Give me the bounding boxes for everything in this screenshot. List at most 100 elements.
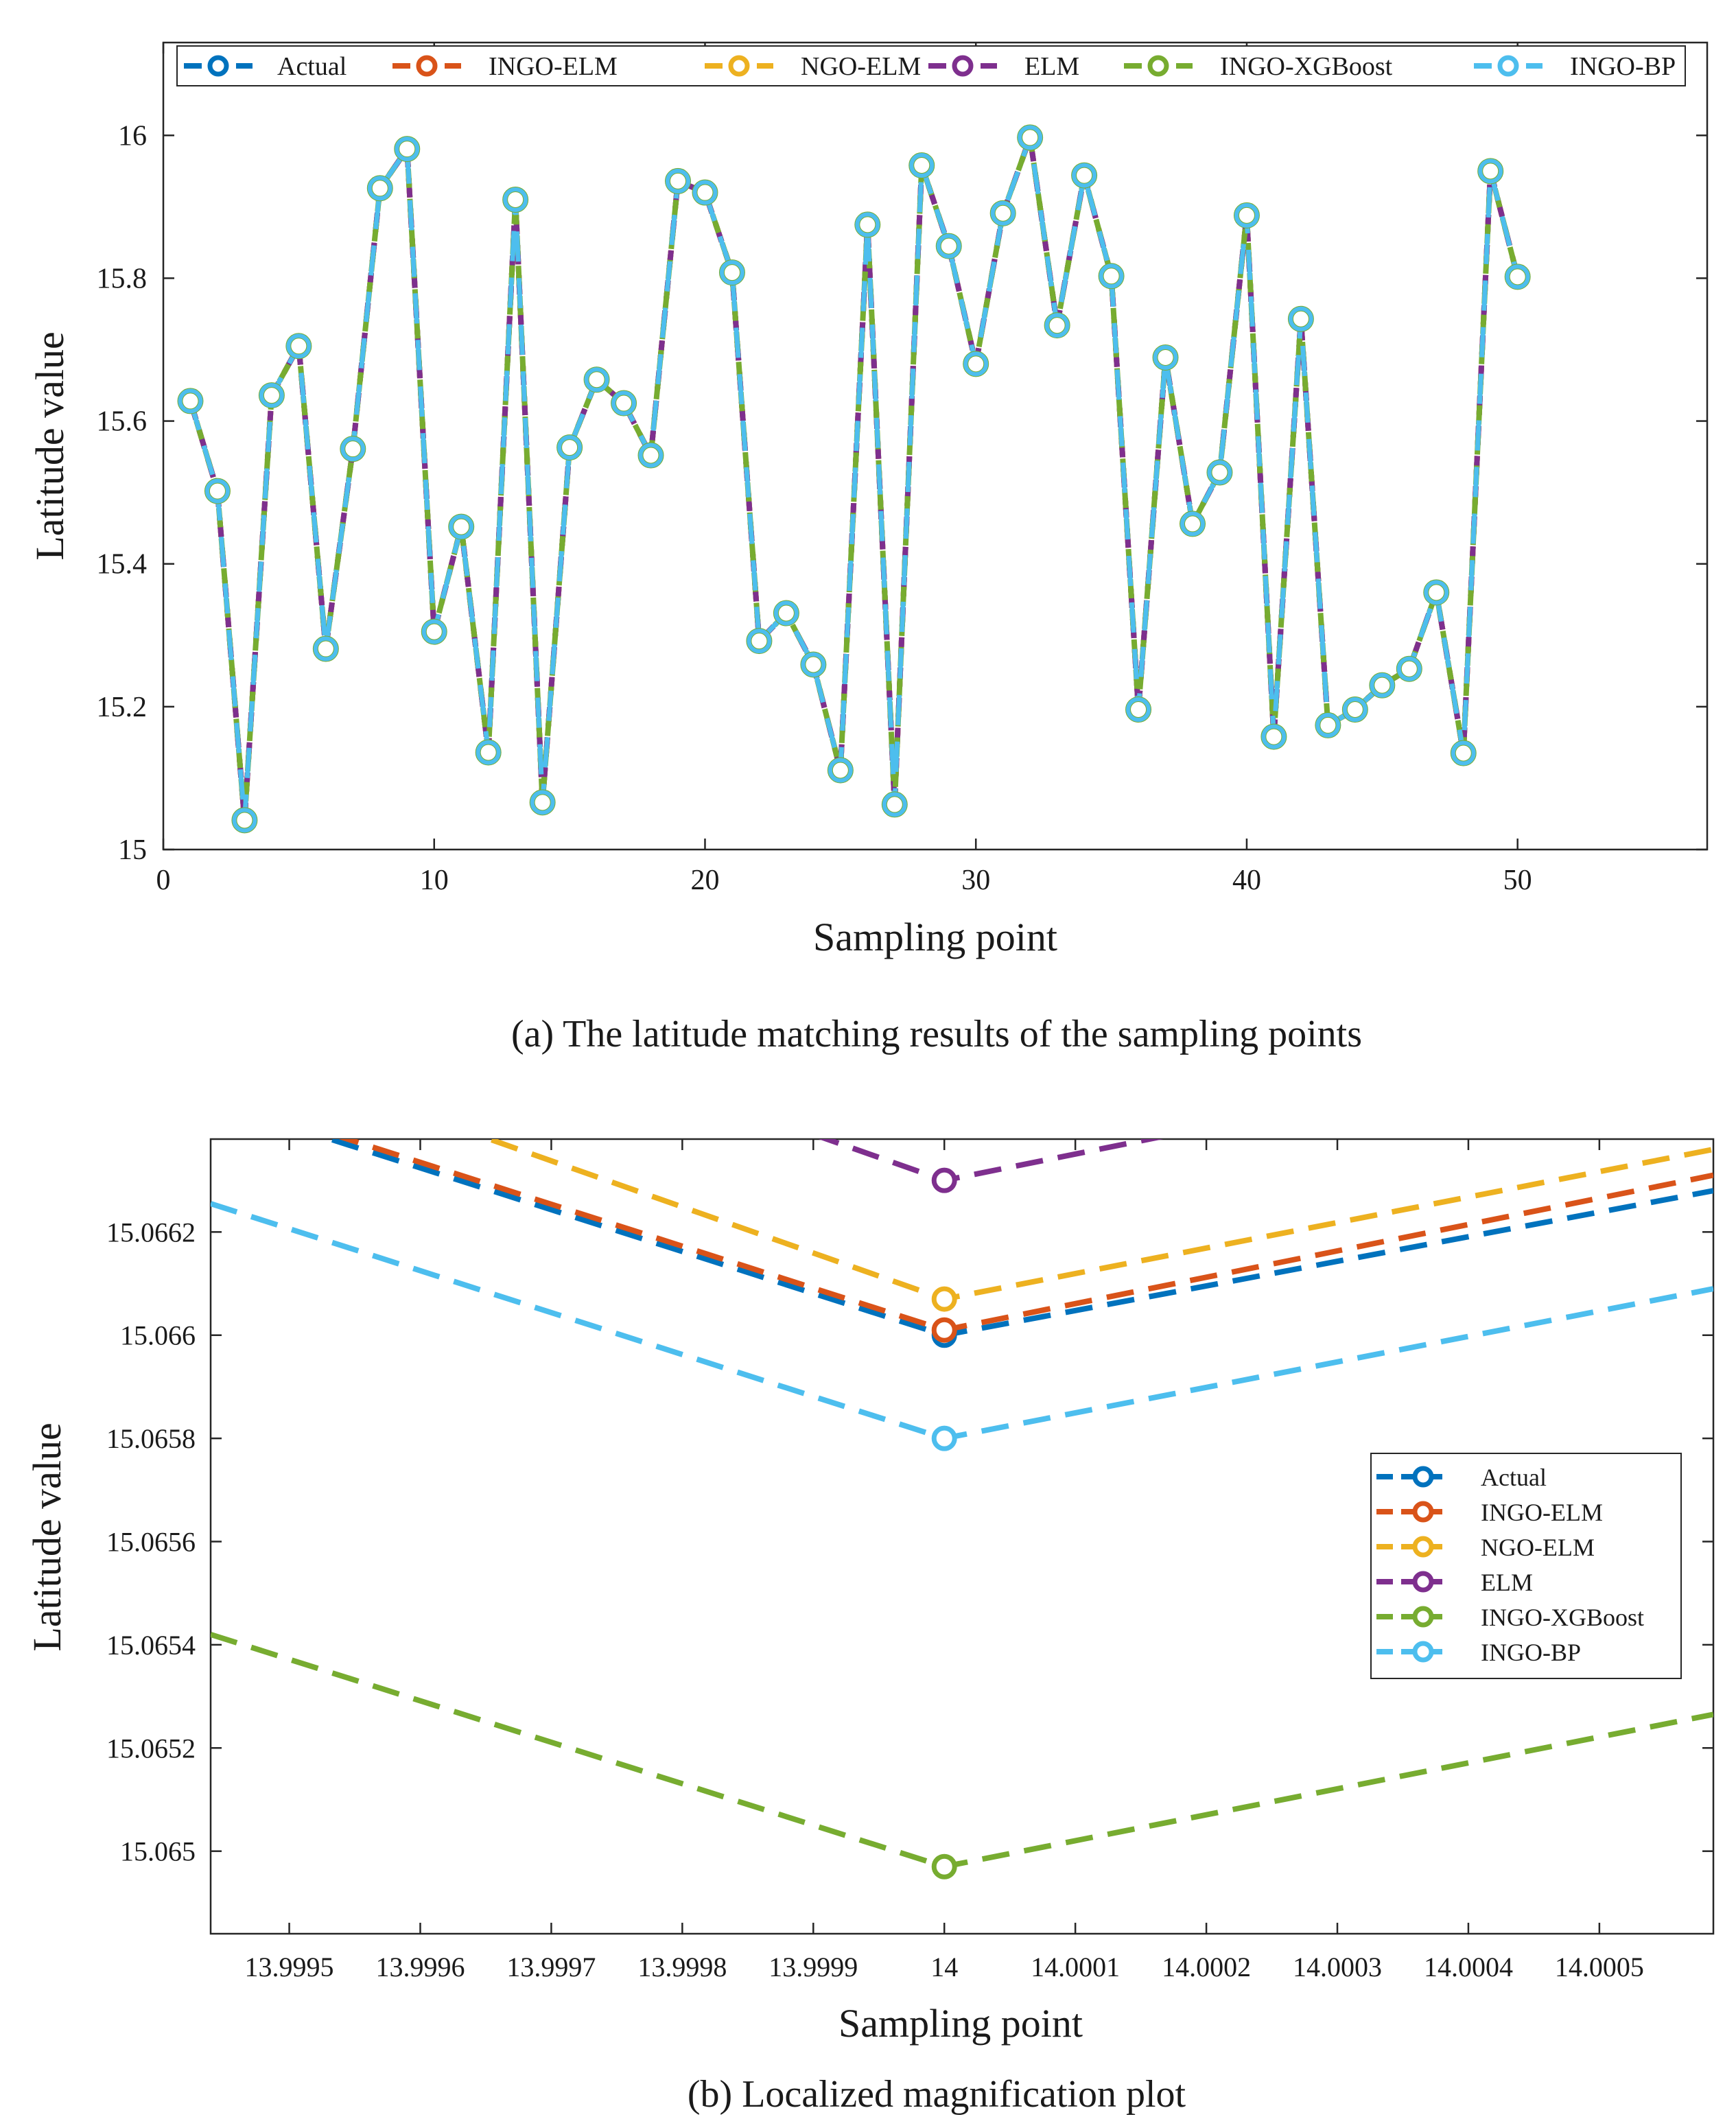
panel-b-legend-label-elm: ELM [1481, 1569, 1533, 1596]
panel-a-y-axis-label: Latitude value [27, 331, 72, 560]
panel-b-x-tick-label: 13.9995 [245, 1952, 334, 1982]
panel-a-data-point-15 [557, 435, 583, 460]
panel-a-legend-label-ingo-xgboost: INGO-XGBoost [1220, 52, 1393, 81]
panel-a-data-point-3 [232, 808, 257, 833]
panel-a-legend-label-actual: Actual [277, 52, 347, 81]
panel-a-legend-label-elm: ELM [1024, 52, 1079, 81]
panel-b-y-tick-label: 15.0656 [106, 1527, 196, 1558]
panel-b-legend-label-actual: Actual [1481, 1464, 1547, 1491]
panel-a-x-tick-label: 10 [420, 865, 449, 896]
panel-a-legend-marker-ngo-elm [728, 55, 750, 77]
panel-b-x-tick-label: 14.0005 [1555, 1952, 1644, 1982]
panel-b-y-tick-label: 15.0662 [106, 1217, 196, 1248]
panel-b-marker-ngo-elm [931, 1286, 957, 1312]
panel-a-data-point-42 [1288, 306, 1313, 331]
panel-b-legend-label-ingo-elm: INGO-ELM [1481, 1499, 1603, 1526]
panel-b-caption: (b) Localized magnification plot [688, 2073, 1186, 2116]
panel-a-data-point-25 [828, 758, 853, 783]
panel-b-legend-marker-elm [1412, 1571, 1434, 1593]
panel-b-x-tick-label: 13.9999 [769, 1952, 858, 1982]
panel-a-data-point-18 [638, 443, 664, 468]
panel-a-x-tick-label: 40 [1232, 865, 1261, 896]
panel-a-series-line-elm [187, 137, 1521, 821]
panel-a-series [177, 124, 1531, 834]
panel-a-x-tick-label: 50 [1503, 865, 1532, 896]
panel-a-data-point-44 [1342, 697, 1368, 723]
panel-b-plot-frame [209, 1138, 1715, 1935]
panel-b-x-tick-label: 13.9996 [375, 1952, 465, 1982]
panel-b-x-tick-label: 14.0001 [1031, 1952, 1120, 1982]
panel-a-x-tick-label: 30 [961, 865, 990, 896]
panel-b-y-axis-label: Latitude value [25, 1423, 69, 1651]
panel-a-chart: 0 10 20 30 40 50 15 15.2 15.4 15.6 15.8 16 Actual IN… [27, 41, 1709, 1055]
panel-a-data-point-28 [909, 153, 935, 178]
panel-a-data-point-31 [990, 200, 1016, 226]
panel-a-series-line-ingo-bp [188, 137, 1521, 821]
panel-b-marker-ingo-elm [931, 1317, 957, 1343]
panel-a-data-point-30 [963, 351, 989, 377]
panel-a-legend: Actual INGO-ELM NGO-ELM ELM INGO-XGBoost INGO… [176, 45, 1686, 86]
panel-a-data-point-29 [936, 233, 961, 259]
panel-a-data-point-22 [747, 629, 772, 654]
panel-a-legend-label-ingo-bp: INGO-BP [1570, 52, 1676, 81]
panel-b-legend-marker-ingo-xgboost [1412, 1606, 1434, 1628]
panel-a-data-point-16 [584, 367, 609, 393]
panel-a-x-axis-label: Sampling point [813, 915, 1057, 959]
panel-a-data-point-43 [1315, 712, 1341, 738]
panel-a-legend-marker-elm [952, 55, 974, 77]
panel-a-plot-frame [162, 41, 1709, 851]
panel-a-data-point-32 [1018, 125, 1043, 150]
panel-b-legend-label-ngo-elm: NGO-ELM [1481, 1534, 1595, 1561]
panel-b-legend-marker-ingo-elm [1412, 1501, 1434, 1523]
panel-a-data-point-4 [259, 383, 284, 408]
panel-b-legend-marker-ngo-elm [1412, 1536, 1434, 1558]
panel-a-legend-marker-ingo-xgboost [1147, 55, 1169, 77]
panel-a-data-point-38 [1180, 511, 1205, 537]
panel-b-y-tick-label: 15.065 [120, 1836, 196, 1867]
panel-a-data-point-27 [882, 792, 907, 817]
panel-b-marker-ingo-bp [931, 1425, 957, 1451]
panel-a-y-tick-label: 15.6 [97, 406, 148, 438]
panel-b-y-tick-label: 15.0654 [106, 1630, 196, 1661]
panel-a-data-point-36 [1126, 697, 1151, 723]
panel-b-axes: 13.9995 13.9996 13.9997 13.9998 13.9999 14 14.… [106, 1139, 1713, 1982]
panel-a-data-point-11 [449, 514, 474, 539]
panel-a-legend-label-ngo-elm: NGO-ELM [801, 52, 921, 81]
panel-a-y-tick-label: 15.8 [97, 263, 148, 294]
panel-b-x-tick-label: 14.0002 [1162, 1952, 1251, 1982]
panel-a-data-point-13 [503, 187, 528, 212]
panel-a-data-point-39 [1207, 460, 1232, 485]
panel-a-data-point-49 [1478, 159, 1503, 184]
panel-a-data-point-1 [178, 388, 203, 414]
panel-b-x-tick-label: 13.9998 [637, 1952, 727, 1982]
panel-a-data-point-9 [395, 137, 420, 162]
panel-a-legend-marker-ingo-elm [416, 55, 438, 77]
panel-a-data-point-17 [611, 390, 637, 416]
panel-b-x-tick-label: 14.0004 [1424, 1952, 1513, 1982]
panel-a-data-point-20 [692, 180, 718, 205]
panel-a-data-point-45 [1370, 672, 1395, 698]
panel-a-data-point-46 [1396, 656, 1422, 681]
panel-b-legend: Actual INGO-ELM NGO-ELM ELM INGO-XGBoost INGO… [1370, 1453, 1682, 1679]
panel-b-legend-label-ingo-xgboost: INGO-XGBoost [1481, 1604, 1644, 1631]
panel-b-marker-elm [931, 1167, 957, 1193]
panel-a-y-tick-label: 16 [118, 120, 147, 152]
panel-a-data-point-8 [367, 176, 392, 201]
panel-a-data-point-14 [530, 790, 555, 815]
panel-a-data-point-7 [340, 436, 366, 462]
panel-a-data-point-23 [773, 600, 799, 626]
panel-a-data-point-21 [719, 260, 744, 285]
panel-a-data-point-2 [204, 478, 230, 504]
panel-b-y-tick-label: 15.0652 [106, 1733, 196, 1764]
panel-b-legend-marker-ingo-bp [1412, 1641, 1434, 1663]
panel-a-data-point-37 [1153, 344, 1178, 370]
panel-a-data-point-48 [1451, 740, 1476, 766]
panel-a-x-tick-label: 0 [156, 865, 171, 896]
panel-a-legend-marker-actual [207, 55, 229, 77]
panel-a-data-point-19 [666, 168, 690, 194]
panel-b-x-tick-label: 14.0003 [1293, 1952, 1382, 1982]
panel-b-series [211, 1139, 1713, 1880]
panel-b-chart: 13.9995 13.9996 13.9997 13.9998 13.9999 14 14.… [25, 1138, 1715, 2116]
panel-a-y-tick-label: 15 [118, 834, 147, 866]
